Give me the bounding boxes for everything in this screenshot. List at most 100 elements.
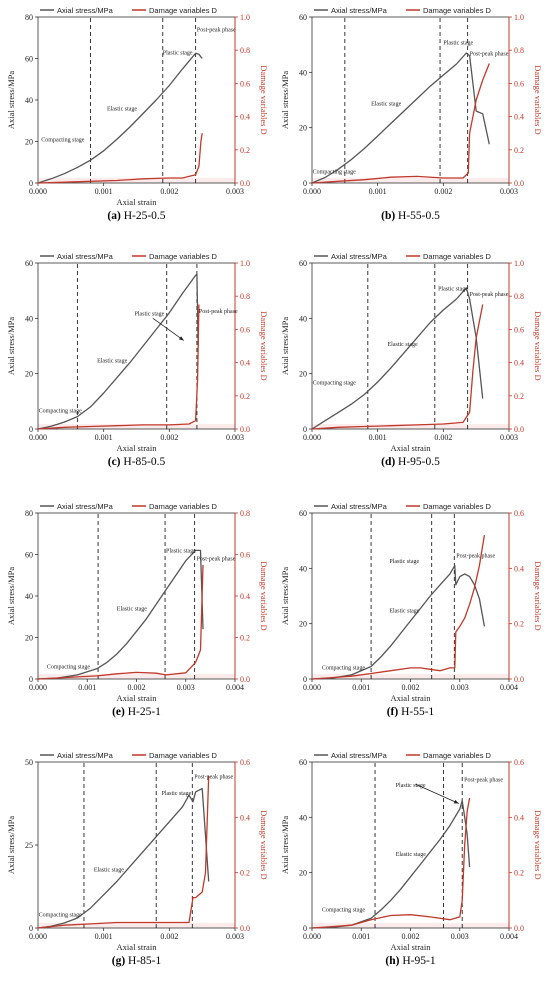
x-tick-label: 0.003 xyxy=(177,683,195,692)
y-tick-label: 0 xyxy=(303,924,307,933)
x-axis-label: Axial strain xyxy=(391,443,432,453)
stage-label: Post-peak phase xyxy=(194,775,233,781)
x-tick-label: 0.002 xyxy=(434,433,452,442)
y2-tick-label: 1.0 xyxy=(514,259,524,268)
legend-label-stress: Axial stress/MPa xyxy=(331,502,388,511)
y2-tick-label: 0.6 xyxy=(240,79,250,88)
y-tick-label: 40 xyxy=(25,592,33,601)
panel-caption-letter: (e) xyxy=(112,706,128,718)
y2-tick-label: 0.2 xyxy=(240,634,250,643)
stage-label: Compacting stage xyxy=(39,408,82,414)
panel-caption-label: H-85-0.5 xyxy=(123,456,165,468)
x-tick-label: 0.001 xyxy=(95,187,113,196)
y2-tick-label: 0.2 xyxy=(514,392,524,401)
x-tick-label: 0.002 xyxy=(128,683,146,692)
x-tick-label: 0.000 xyxy=(303,932,321,941)
y2-tick-label: 0.2 xyxy=(240,392,250,401)
legend-label-stress: Axial stress/MPa xyxy=(331,751,388,760)
y2-tick-label: 0.4 xyxy=(514,359,524,368)
stage-label: Elastic stage xyxy=(388,342,418,348)
legend-label-damage: Damage variables D xyxy=(149,751,218,760)
x-tick-label: 0.000 xyxy=(29,433,47,442)
y-tick-label: 40 xyxy=(25,96,33,105)
panel-caption-label: H-95-0.5 xyxy=(398,456,440,468)
y2-tick-label: 0.0 xyxy=(240,675,250,684)
annotation-arrow-head xyxy=(178,336,184,341)
y-tick-label: 40 xyxy=(299,68,307,77)
y-tick-label: 0 xyxy=(303,179,307,188)
legend-label-damage: Damage variables D xyxy=(423,252,492,261)
y2-tick-label: 1.0 xyxy=(240,259,250,268)
y2-tick-label: 0.2 xyxy=(514,620,524,629)
damage-band xyxy=(38,674,235,679)
y-tick-label: 40 xyxy=(299,813,307,822)
x-tick-label: 0.001 xyxy=(369,187,387,196)
panel-caption-letter: (h) xyxy=(385,955,402,967)
y2-axis-label: Damage variables D xyxy=(259,561,269,630)
y-axis-label: Axial stress/MPa xyxy=(280,816,290,875)
stage-label: Post-peak phase xyxy=(456,553,495,559)
stress-series-line xyxy=(37,787,210,929)
panel-caption-letter: (b) xyxy=(381,210,398,222)
y2-axis-label: Damage variables D xyxy=(533,810,543,879)
damage-series-line xyxy=(311,534,486,680)
stage-label: Post-peak phase xyxy=(470,292,509,298)
damage-band xyxy=(38,178,235,183)
chart-panel-3: 0.000 0.001 0.002 0.003 0 20 40 60 0.0 0.2 0.4 0.6 0… xyxy=(6,252,269,468)
chart-panel-5: 0.000 0.001 0.002 0.003 0.004 0 20 40 60 80 0.0 0.2… xyxy=(6,502,269,718)
y2-tick-label: 0.8 xyxy=(240,292,250,301)
stage-label: Elastic stage xyxy=(371,102,401,108)
y-tick-label: 80 xyxy=(25,13,33,22)
damage-series-line xyxy=(37,304,200,430)
stage-label: Compacting stage xyxy=(313,381,356,387)
y-tick-label: 60 xyxy=(25,551,33,560)
stage-label: Plastic stage xyxy=(443,41,473,47)
stage-label: Elastic stage xyxy=(389,609,419,615)
stage-label: Plastic stage xyxy=(396,783,426,789)
stage-label: Compacting stage xyxy=(313,169,356,175)
y-tick-label: 0 xyxy=(29,924,33,933)
y-tick-label: 60 xyxy=(299,509,307,518)
y-axis-label: Axial stress/MPa xyxy=(280,71,290,130)
panel-caption-label: H-55-0.5 xyxy=(398,210,440,222)
stage-label: Compacting stage xyxy=(322,907,365,913)
plot-frame xyxy=(37,16,236,184)
panel-caption-label: H-85-1 xyxy=(128,955,161,967)
stage-label: Post-peak phase xyxy=(470,52,509,58)
y-tick-label: 20 xyxy=(25,370,33,379)
legend-label-stress: Axial stress/MPa xyxy=(57,252,114,261)
damage-band xyxy=(312,178,509,183)
damage-band xyxy=(38,424,235,429)
y-tick-label: 0 xyxy=(29,179,33,188)
y2-tick-label: 0.6 xyxy=(514,509,524,518)
y-tick-label: 40 xyxy=(299,314,307,323)
stage-label: Plastic stage xyxy=(161,791,191,797)
y2-axis-label: Damage variables D xyxy=(533,311,543,380)
y2-tick-label: 0.2 xyxy=(240,146,250,155)
y2-tick-label: 0.6 xyxy=(240,325,250,334)
y2-tick-label: 0.0 xyxy=(514,425,524,434)
x-axis-label: Axial strain xyxy=(117,942,158,952)
annotation-arrow-line xyxy=(415,783,459,804)
x-tick-label: 0.001 xyxy=(95,932,113,941)
x-tick-label: 0.002 xyxy=(160,932,178,941)
y-tick-label: 60 xyxy=(299,259,307,268)
panel-caption-letter: (f) xyxy=(387,706,401,718)
y-tick-label: 0 xyxy=(29,425,33,434)
x-tick-label: 0.003 xyxy=(500,433,518,442)
y-axis-label: Axial stress/MPa xyxy=(280,567,290,626)
y-tick-label: 50 xyxy=(25,758,33,767)
x-tick-label: 0.001 xyxy=(78,683,96,692)
chart-panel-2: 0.000 0.001 0.002 0.003 0 20 40 60 0.0 0.2 0.4 0.6 0… xyxy=(280,6,543,222)
x-axis-label: Axial strain xyxy=(117,443,158,453)
y-tick-label: 40 xyxy=(25,314,33,323)
y2-axis-label: Damage variables D xyxy=(259,65,269,134)
plot-frame xyxy=(37,761,236,929)
stage-label: Compacting stage xyxy=(47,665,90,671)
chart-panel-8: 0.000 0.001 0.002 0.003 0.004 0 20 40 60 0.0 0.2 0.… xyxy=(280,751,543,967)
legend-label-stress: Axial stress/MPa xyxy=(57,6,114,15)
stage-label: Compacting stage xyxy=(41,138,84,144)
y2-tick-label: 0.0 xyxy=(514,924,524,933)
legend-label-damage: Damage variables D xyxy=(149,502,218,511)
y-tick-label: 20 xyxy=(25,138,33,147)
